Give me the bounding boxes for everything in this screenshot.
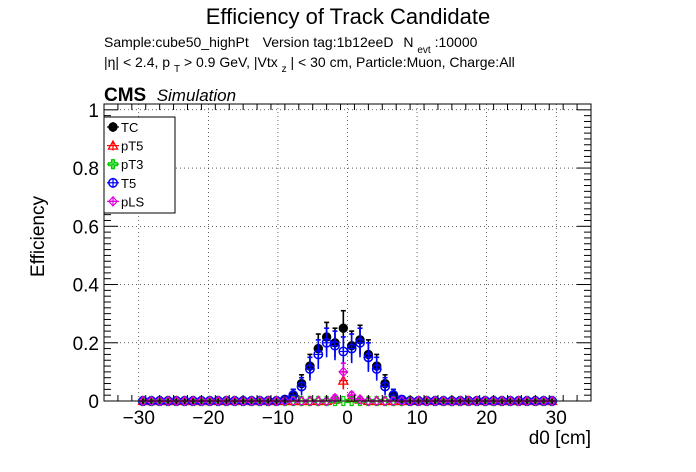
legend-marker xyxy=(108,122,118,132)
nevt-prefix: N xyxy=(403,34,413,50)
data-point xyxy=(380,381,391,392)
data-point xyxy=(338,346,349,357)
x-axis-label: d0 [cm] xyxy=(529,428,591,449)
legend-entry-pT5: pT5 xyxy=(107,139,143,154)
data-point xyxy=(338,366,349,378)
axes: −30 −20 −10 0 10 20 30 0 0.2 0.4 0.6 0.8 1 xyxy=(73,101,592,429)
y-tick-label-2: 0.4 xyxy=(73,276,100,297)
x-tick-label-5: 20 xyxy=(476,408,497,429)
cut-part3: | < 30 cm, Particle:Muon, Charge:All xyxy=(291,54,515,70)
legend-marker xyxy=(107,196,119,207)
legend-entries: TC pT5 pT3 T5 pLS xyxy=(107,120,144,209)
cut-sub2: z xyxy=(282,64,287,75)
data-point xyxy=(296,381,307,392)
cut-part1: |η| < 2.4, p xyxy=(104,54,170,70)
cms-label-group: CMS Simulation xyxy=(104,85,236,106)
x-tick-label-0: −30 xyxy=(123,408,155,429)
cut-sub1: T xyxy=(174,64,180,75)
y-tick-label-0: 0 xyxy=(88,392,99,413)
y-tick-label-1: 0.2 xyxy=(73,334,99,355)
legend-entry-pT3: pT3 xyxy=(107,157,143,172)
chart-title: Efficiency of Track Candidate xyxy=(206,4,491,29)
plot-frame xyxy=(103,103,592,402)
version-label: Version tag:1b12eeD xyxy=(263,34,394,50)
data-point xyxy=(363,352,374,363)
legend-entry-T5: T5 xyxy=(107,176,136,191)
data-point xyxy=(379,395,391,407)
data-point xyxy=(330,340,340,351)
legend-marker xyxy=(107,139,119,150)
data-point xyxy=(304,364,315,374)
y-tick-label-3: 0.6 xyxy=(73,217,99,238)
data-point xyxy=(329,395,341,407)
data-point xyxy=(329,392,340,404)
data-point xyxy=(321,395,332,407)
cut-part2: > 0.9 GeV, |Vtx xyxy=(184,54,278,70)
legend-label: pT3 xyxy=(121,157,143,172)
x-tick-label-4: 10 xyxy=(407,408,428,429)
data-point xyxy=(338,323,349,333)
subtitle-line1: Sample:cube50_highPt Version tag:1b12eeD… xyxy=(104,34,478,56)
data-point xyxy=(388,390,399,401)
simulation-label: Simulation xyxy=(157,86,236,105)
legend-entry-pLS: pLS xyxy=(107,194,144,209)
y-tick-label-4: 0.8 xyxy=(73,159,99,180)
y-tick-label-5: 1 xyxy=(88,101,99,122)
data-point xyxy=(355,337,365,348)
x-tick-label-6: 30 xyxy=(546,408,567,429)
nevt-subscript: evt xyxy=(417,45,431,56)
data-point xyxy=(337,374,349,385)
data-point xyxy=(355,394,366,405)
series-T5 xyxy=(138,327,557,406)
legend-box xyxy=(103,116,176,214)
legend-label: pLS xyxy=(121,194,144,209)
data-point xyxy=(304,395,316,407)
sample-label: Sample:cube50_highPt xyxy=(104,34,249,50)
data-point xyxy=(321,337,332,348)
data-point xyxy=(346,395,357,407)
data-point xyxy=(296,395,307,407)
nevt-value: :10000 xyxy=(435,34,478,50)
data-point xyxy=(313,395,324,407)
data-point xyxy=(338,395,349,407)
legend-marker xyxy=(108,177,118,188)
legend-label: T5 xyxy=(121,176,136,191)
legend-label: TC xyxy=(121,120,138,135)
data-point xyxy=(371,395,382,407)
legend: TC pT5 pT3 T5 pLS xyxy=(103,116,176,214)
x-tick-label-2: −10 xyxy=(262,408,294,429)
data-point xyxy=(346,343,357,354)
data-point xyxy=(288,390,299,401)
x-tick-label-1: −20 xyxy=(192,408,224,429)
legend-entry-TC: TC xyxy=(107,120,138,135)
legend-marker xyxy=(107,159,119,170)
grid xyxy=(104,104,591,402)
x-tick-label-3: 0 xyxy=(342,408,353,429)
subtitle-line2: |η| < 2.4, p T > 0.9 GeV, |Vtx z | < 30 … xyxy=(104,54,515,75)
legend-label: pT5 xyxy=(121,139,143,154)
y-axis-label: Efficiency xyxy=(28,196,49,277)
data-point xyxy=(313,349,324,360)
data-point xyxy=(371,364,382,374)
cms-label: CMS xyxy=(104,85,146,106)
